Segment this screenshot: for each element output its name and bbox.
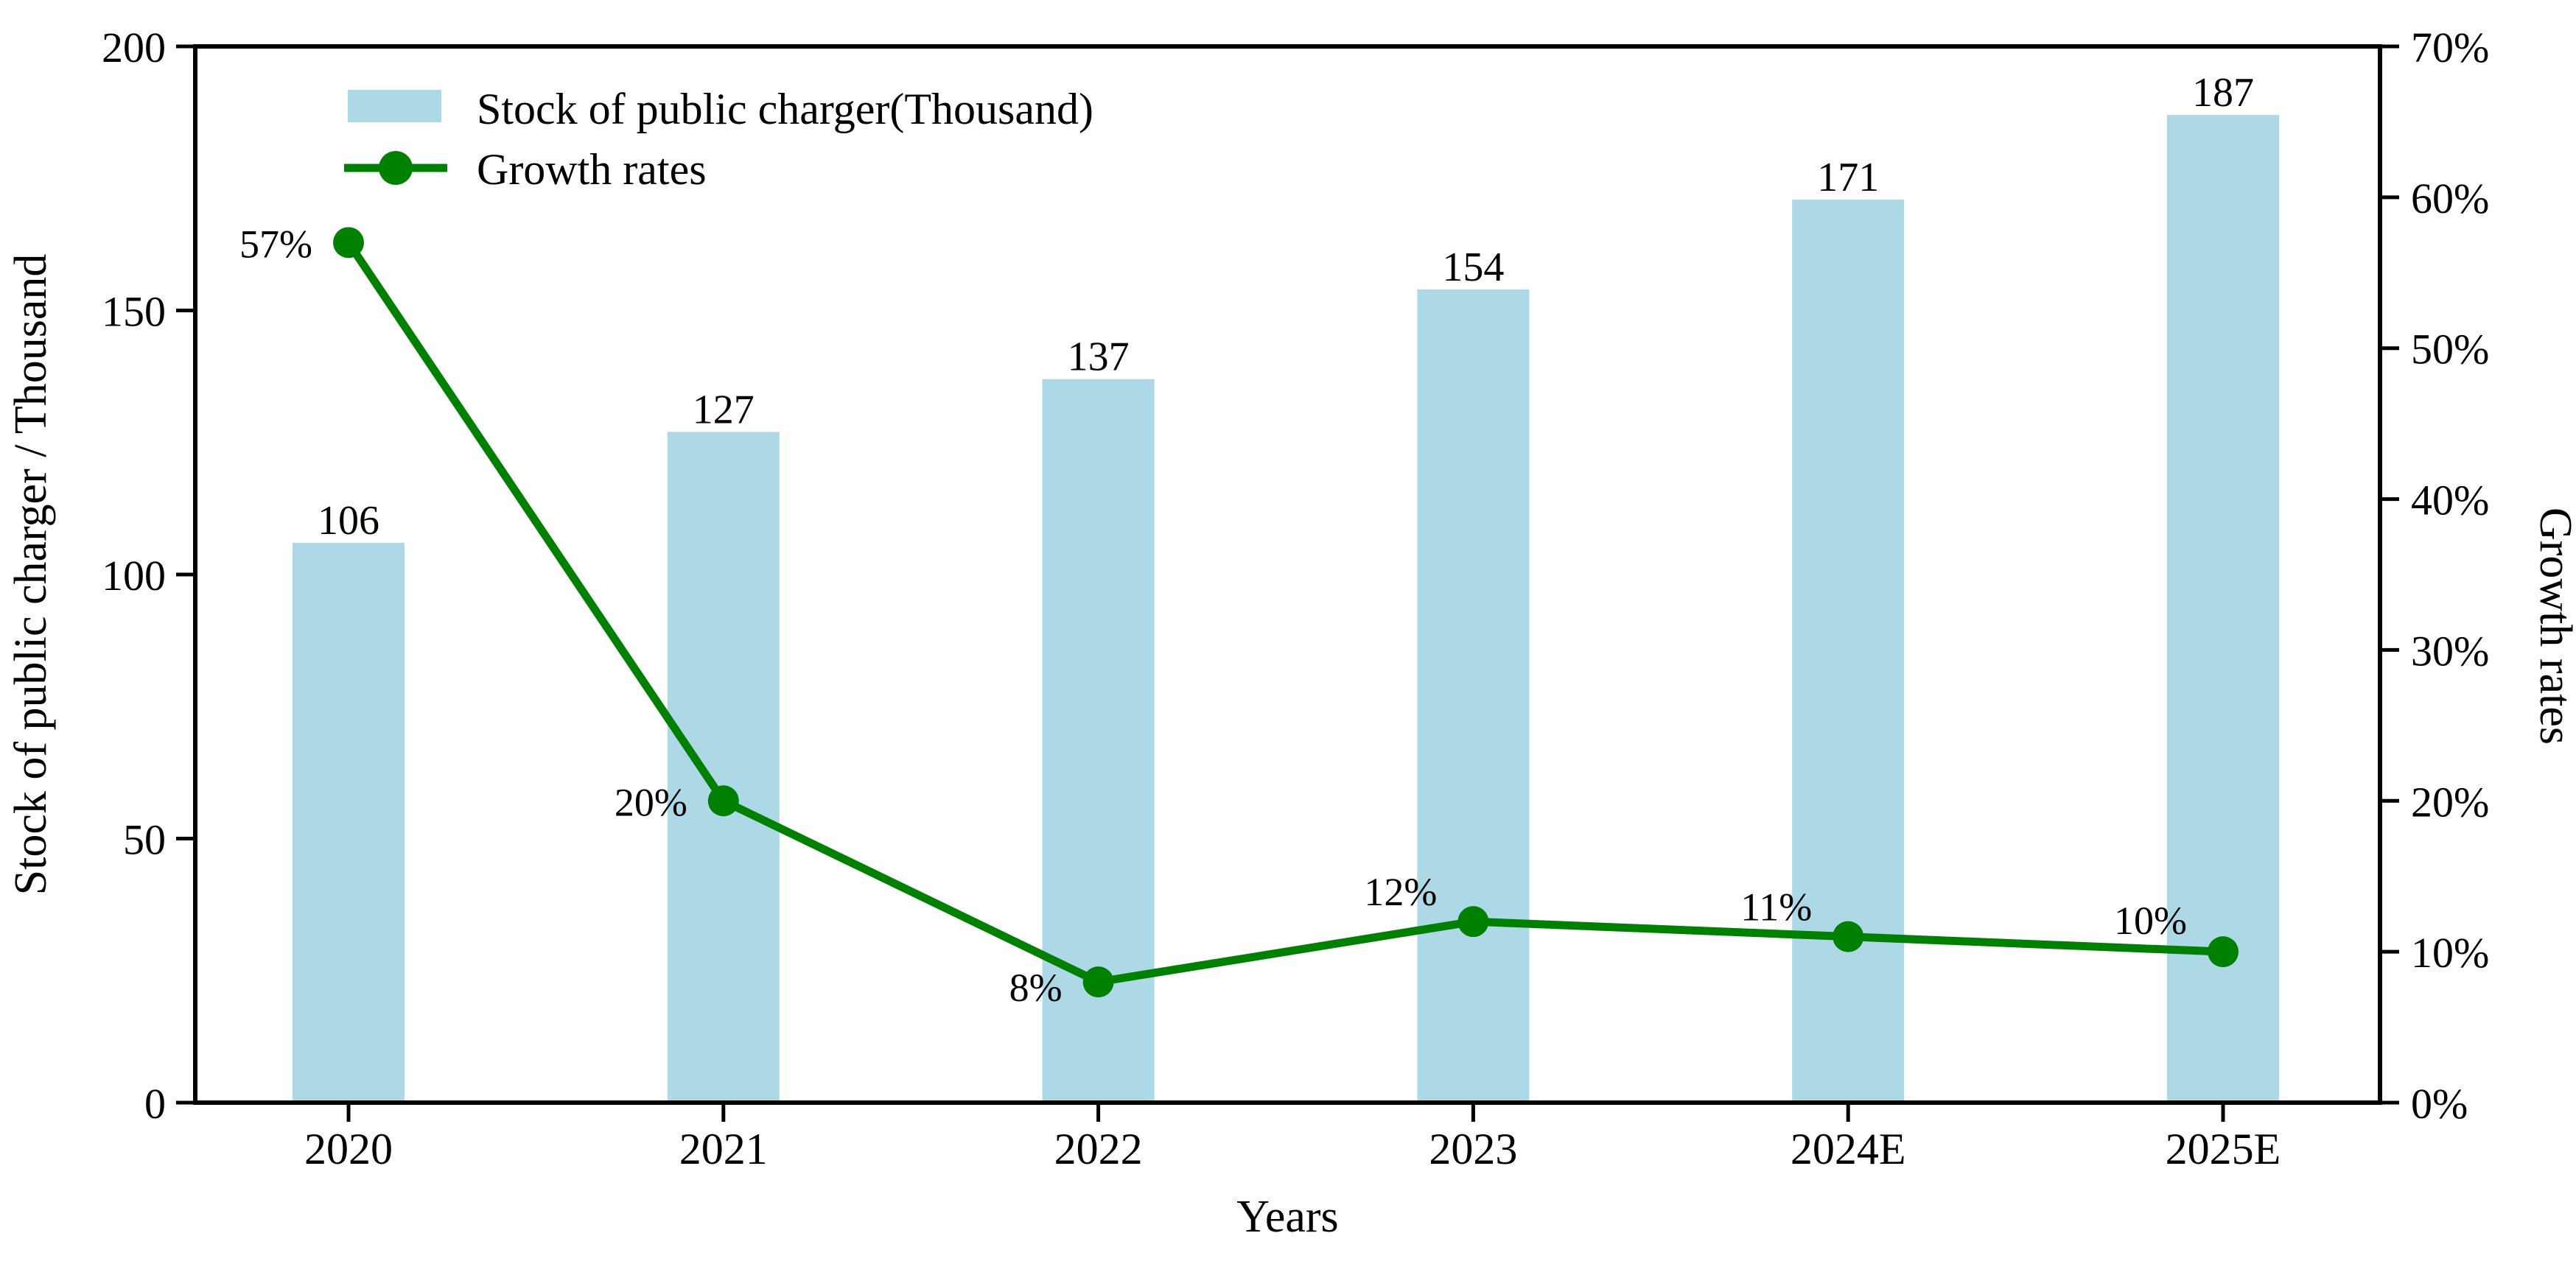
right-axis-tick-label: 10%	[2411, 929, 2489, 977]
x-tick-label-2024E: 2024E	[1791, 1125, 1906, 1173]
x-tick-label-2025E: 2025E	[2166, 1125, 2281, 1173]
right-axis-tick-label: 70%	[2411, 24, 2489, 71]
growth-value-label-2021: 20%	[615, 780, 687, 824]
bar-value-label-2025E: 187	[2192, 70, 2254, 116]
right-axis-tick-label: 30%	[2411, 627, 2489, 675]
right-axis-tick-label: 0%	[2411, 1080, 2468, 1128]
right-axis-tick-label: 50%	[2411, 326, 2489, 373]
growth-value-label-2023: 12%	[1364, 870, 1437, 914]
left-axis-tick-label: 200	[102, 24, 166, 71]
bar-value-label-2023: 154	[1442, 245, 1504, 290]
right-axis-tick-label: 60%	[2411, 175, 2489, 222]
growth-point-2021	[707, 785, 739, 817]
bar-value-label-2024E: 171	[1817, 155, 1879, 200]
growth-value-label-2022: 8%	[1009, 966, 1063, 1010]
bar-2024E	[1792, 199, 1905, 1103]
growth-point-2022	[1082, 966, 1114, 998]
legend-bar-swatch	[348, 90, 441, 122]
growth-point-2024E	[1833, 921, 1864, 952]
left-axis-tick-label: 0	[144, 1080, 166, 1128]
left-axis-title: Stock of public charger / Thousand	[6, 254, 56, 896]
bar-2020	[293, 542, 405, 1103]
left-axis-tick-label: 50	[123, 816, 166, 864]
left-axis-tick-label: 150	[102, 288, 166, 336]
growth-line	[344, 238, 2227, 986]
growth-point-2023	[1457, 906, 1489, 938]
x-tick-label-2023: 2023	[1429, 1125, 1517, 1173]
bar-value-label-2020: 106	[318, 498, 379, 544]
growth-point-2020	[333, 227, 364, 259]
x-tick-label-2021: 2021	[679, 1125, 768, 1173]
legend-label-growth: Growth rates	[477, 145, 707, 194]
x-tick-label-2020: 2020	[304, 1125, 393, 1173]
right-axis-tick-label: 20%	[2411, 778, 2489, 826]
legend-label-stock: Stock of public charger(Thousand)	[477, 85, 1093, 133]
legend-marker-sample	[379, 151, 413, 185]
growth-point-2025E	[2208, 936, 2239, 968]
bar-value-label-2021: 127	[693, 387, 755, 432]
right-axis-title: Growth rates	[2530, 507, 2576, 745]
growth-value-label-2024E: 11%	[1740, 885, 1812, 930]
bar-2021	[667, 432, 780, 1103]
growth-value-label-2020: 57%	[239, 222, 312, 266]
growth-value-label-2025E: 10%	[2114, 899, 2187, 943]
bar-2023	[1417, 289, 1530, 1103]
right-axis-tick-label: 40%	[2411, 477, 2489, 524]
x-axis-title: Years	[1236, 1192, 1338, 1242]
bar-value-label-2022: 137	[1068, 334, 1130, 380]
left-axis-tick-label: 100	[102, 552, 166, 600]
x-tick-label-2022: 2022	[1054, 1125, 1143, 1173]
